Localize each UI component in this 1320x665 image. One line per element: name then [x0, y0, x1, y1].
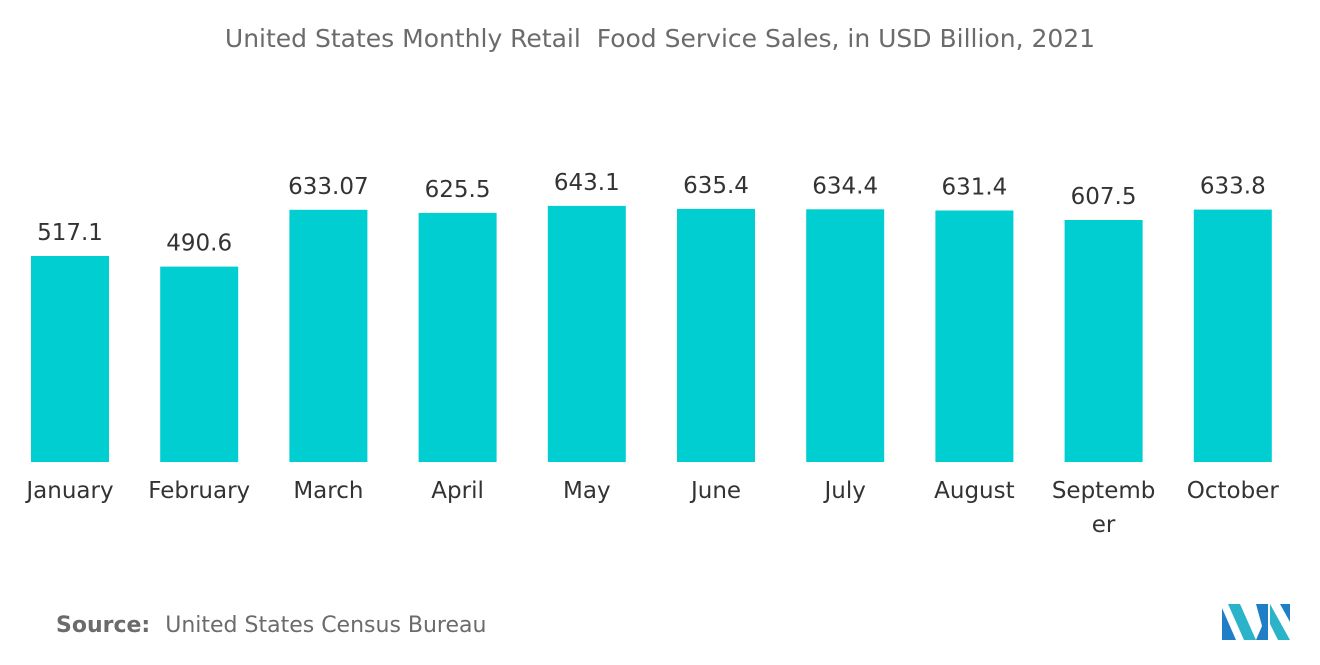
chart-title: United States Monthly Retail Food Servic… — [224, 24, 1096, 53]
bar-april — [418, 212, 497, 462]
tick-label-march: March — [293, 478, 363, 504]
tick-label-line: January — [24, 478, 113, 504]
tick-label-line: May — [563, 478, 611, 504]
source-label: Source: — [56, 613, 151, 638]
tick-label-february: February — [148, 478, 250, 504]
bar-july — [806, 209, 885, 462]
value-labels-layer: 517.1 490.6 633.07 625.5 643.1 635.4 634.4 631.… — [37, 170, 1266, 257]
logo-shape-tip — [1280, 604, 1290, 622]
tick-label-july: July — [823, 478, 866, 504]
bar-june — [677, 208, 755, 462]
tick-label-january: January — [24, 478, 113, 504]
tick-label-line: June — [689, 478, 741, 504]
logo-shape-right — [1270, 604, 1290, 640]
value-label-may: 643.1 — [554, 170, 620, 196]
tick-label-september: Septemb er — [1052, 478, 1156, 538]
source-text: United States Census Bureau — [165, 613, 487, 638]
tick-label-line: March — [293, 478, 363, 504]
bars-layer — [31, 205, 1272, 462]
bar-may — [547, 205, 626, 462]
mordor-intelligence-logo-icon — [1222, 604, 1290, 640]
value-label-february: 490.6 — [166, 231, 232, 257]
bar-september — [1064, 220, 1143, 462]
value-label-august: 631.4 — [941, 175, 1007, 201]
bar-march — [289, 209, 368, 462]
tick-label-october: October — [1187, 478, 1280, 504]
value-label-june: 635.4 — [683, 173, 749, 199]
logo-shape-mid-left — [1228, 604, 1256, 640]
tick-label-line: Septemb — [1052, 478, 1156, 504]
value-label-april: 625.5 — [425, 177, 491, 203]
tick-labels-layer: January February March April May June July Augu… — [24, 478, 1279, 538]
value-label-october: 633.8 — [1200, 174, 1266, 200]
value-label-july: 634.4 — [812, 173, 878, 199]
bar-october — [1193, 209, 1272, 462]
tick-label-line: July — [823, 478, 866, 504]
tick-label-line: February — [148, 478, 250, 504]
tick-label-line: April — [431, 478, 484, 504]
tick-label-april: April — [431, 478, 484, 504]
tick-label-line: October — [1187, 478, 1280, 504]
bar-january — [31, 256, 109, 462]
bar-february — [160, 266, 239, 462]
value-label-january: 517.1 — [37, 220, 103, 246]
source-note: Source: United States Census Bureau — [56, 613, 486, 638]
tick-label-may: May — [563, 478, 611, 504]
tick-label-august: August — [934, 478, 1015, 504]
bar-august — [935, 210, 1014, 462]
tick-label-line: er — [1092, 512, 1116, 538]
logo-shape-left — [1222, 608, 1236, 640]
tick-label-line: August — [934, 478, 1015, 504]
value-label-september: 607.5 — [1071, 184, 1137, 210]
tick-label-june: June — [689, 478, 741, 504]
value-label-march: 633.07 — [288, 174, 368, 200]
logo-shape-mid-right — [1256, 604, 1268, 640]
